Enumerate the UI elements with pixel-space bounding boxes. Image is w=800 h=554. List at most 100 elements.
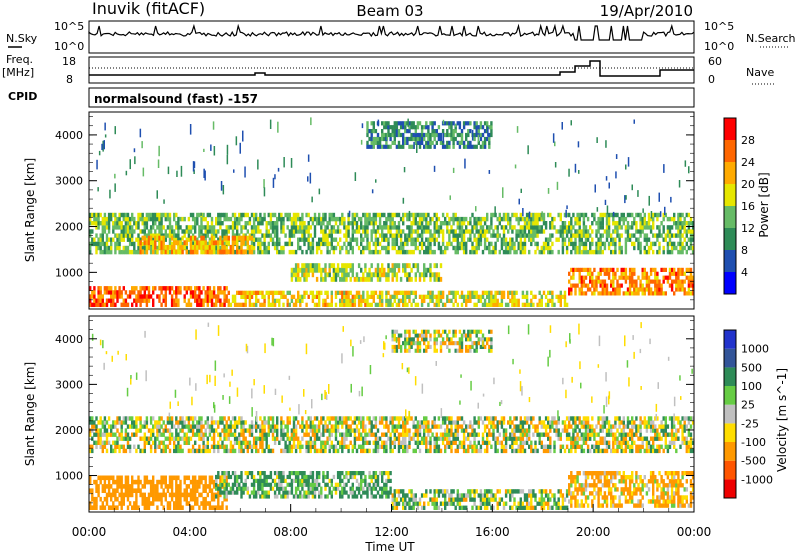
heatmap-cell xyxy=(353,212,357,218)
heatmap-cell xyxy=(376,482,380,487)
heatmap-cell xyxy=(120,424,123,429)
heatmap-cell xyxy=(160,225,163,230)
heatmap-cell xyxy=(435,272,438,278)
heatmap-cell xyxy=(521,233,525,238)
heatmap-cell xyxy=(170,298,174,303)
heatmap-cell xyxy=(458,121,462,126)
heatmap-cell xyxy=(299,490,302,495)
heatmap-cell xyxy=(219,486,222,491)
heatmap-cell xyxy=(488,132,491,138)
heatmap-cell xyxy=(670,216,674,222)
heatmap-cell xyxy=(89,416,92,421)
heatmap-cell xyxy=(429,144,432,149)
heatmap-cell xyxy=(393,132,396,138)
heatmap-cell xyxy=(131,216,134,222)
heatmap-cell xyxy=(530,298,533,303)
heatmap-cell xyxy=(244,436,247,441)
heatmap-cell xyxy=(395,144,399,149)
heatmap-cell xyxy=(99,221,102,226)
heatmap-cell xyxy=(530,229,533,234)
heatmap-cell xyxy=(441,144,445,149)
heatmap-cell xyxy=(322,474,325,480)
heatmap-cell xyxy=(318,263,321,269)
heatmap-cell xyxy=(376,276,380,282)
heatmap-cell xyxy=(439,249,443,255)
heatmap-cell xyxy=(179,290,182,295)
heatmap-cell xyxy=(259,212,262,218)
heatmap-cell xyxy=(616,229,619,234)
heatmap-cell xyxy=(120,501,123,506)
heatmap-cell xyxy=(336,216,340,222)
heatmap-cell xyxy=(177,298,180,303)
heatmap-cell xyxy=(431,132,434,138)
heatmap-cell xyxy=(343,486,346,491)
heatmap-cell xyxy=(198,444,201,449)
heatmap-cell xyxy=(597,275,600,280)
heatmap-cell xyxy=(101,420,104,425)
heatmap-cell xyxy=(425,237,428,242)
heatmap-cell xyxy=(530,233,533,238)
heatmap-cell xyxy=(675,233,678,238)
heatmap-cell xyxy=(217,484,220,489)
heatmap-cell xyxy=(351,302,354,307)
heatmap-cell xyxy=(450,121,453,126)
heatmap-cell xyxy=(614,245,617,251)
heatmap-cell xyxy=(294,474,298,480)
heatmap-cell xyxy=(423,298,426,303)
heatmap-cell xyxy=(225,240,228,246)
heatmap-cell xyxy=(263,298,266,303)
heatmap-cell xyxy=(399,144,403,149)
heatmap-cell xyxy=(189,286,193,291)
heatmap-cell xyxy=(578,170,580,174)
heatmap-cell xyxy=(570,225,573,230)
heatmap-cell xyxy=(523,229,527,234)
heatmap-cell xyxy=(389,486,392,491)
heatmap-cell xyxy=(145,440,149,445)
heatmap-cell xyxy=(450,225,453,230)
heatmap-cell xyxy=(473,245,476,251)
heatmap-cell xyxy=(433,233,436,238)
heatmap-cell xyxy=(326,302,329,307)
heatmap-cell xyxy=(460,132,464,138)
heatmap-cell xyxy=(515,212,518,218)
heatmap-cell xyxy=(538,212,541,218)
heatmap-cell xyxy=(675,245,678,251)
heatmap-cell xyxy=(378,221,382,226)
heatmap-cell xyxy=(483,216,487,222)
heatmap-cell xyxy=(206,416,209,421)
heatmap-cell xyxy=(349,302,352,307)
heatmap-cell xyxy=(612,283,615,288)
heatmap-cell xyxy=(614,221,617,226)
heatmap-cell xyxy=(507,302,510,307)
heatmap-cell xyxy=(448,298,451,303)
heatmap-cell xyxy=(315,249,319,255)
heatmap-cell xyxy=(227,490,230,495)
heatmap-cell xyxy=(410,302,413,307)
heatmap-cell xyxy=(299,494,302,499)
heatmap-cell xyxy=(175,302,178,307)
heatmap-cell xyxy=(675,287,678,292)
heatmap-cell xyxy=(313,212,317,218)
heatmap-cell xyxy=(513,298,516,303)
heatmap-cell xyxy=(339,302,342,307)
heatmap-cell xyxy=(357,245,361,251)
heatmap-cell xyxy=(532,225,535,230)
heatmap-cell xyxy=(391,212,394,218)
heatmap-cell xyxy=(238,486,241,491)
heatmap-cell xyxy=(101,216,104,222)
heatmap-cell xyxy=(301,424,304,429)
heatmap-cell xyxy=(326,221,329,226)
heatmap-cell xyxy=(313,482,317,487)
heatmap-cell xyxy=(641,291,644,296)
heatmap-cell xyxy=(355,294,359,299)
heatmap-cell xyxy=(374,486,378,491)
heatmap-cell xyxy=(114,241,117,247)
heatmap-cell xyxy=(315,486,319,491)
heatmap-cell xyxy=(492,233,495,238)
heatmap-cell xyxy=(374,229,378,234)
heatmap-cell xyxy=(137,475,140,481)
heatmap-cell xyxy=(95,428,98,433)
beam-title: Beam 03 xyxy=(356,2,423,20)
heatmap-cell xyxy=(647,291,651,296)
heatmap-cell xyxy=(110,496,113,502)
